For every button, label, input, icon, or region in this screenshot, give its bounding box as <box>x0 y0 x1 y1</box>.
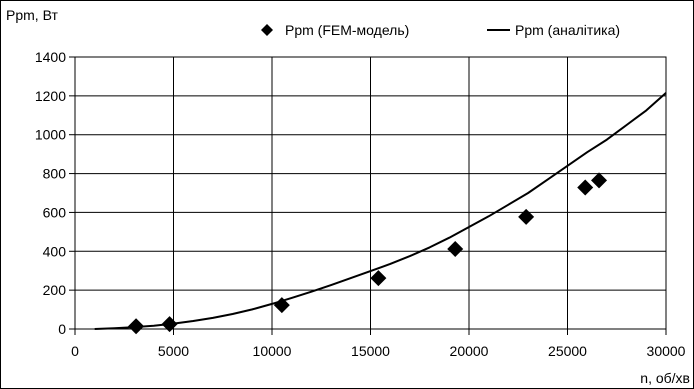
data-point-fem <box>518 208 535 225</box>
data-point-fem <box>447 240 464 257</box>
y-tick-label: 1000 <box>35 127 66 143</box>
y-tick-label: 0 <box>58 321 66 337</box>
x-tick-label: 5000 <box>158 343 189 359</box>
x-tick-label: 25000 <box>548 343 587 359</box>
y-axis-label: Ppm, Вт <box>6 7 58 23</box>
x-tick-label: 10000 <box>253 343 292 359</box>
x-tick-label: 20000 <box>450 343 489 359</box>
data-point-fem <box>370 270 387 287</box>
x-tick-label: 30000 <box>647 343 686 359</box>
series-line-analytic <box>94 92 667 330</box>
axis-ticks: 0 200 400 600 800 1000 1200 1400 0 5000 10000 15000… <box>35 49 686 359</box>
y-tick-label: 400 <box>43 243 67 259</box>
legend-marker-diamond <box>261 24 273 36</box>
x-tick-label: 0 <box>71 343 79 359</box>
y-tick-label: 600 <box>43 204 67 220</box>
legend-label-analytic: Ppm (аналітика) <box>515 22 620 38</box>
legend: Ppm (FEM-модель) Ppm (аналітика) <box>261 22 620 38</box>
y-tick-label: 800 <box>43 166 67 182</box>
x-axis-label: n, об/хв <box>640 370 690 386</box>
y-tick-label: 200 <box>43 282 67 298</box>
data-point-fem <box>577 179 594 196</box>
x-tick-label: 15000 <box>351 343 390 359</box>
y-tick-label: 1200 <box>35 88 66 104</box>
legend-label-fem: Ppm (FEM-модель) <box>285 22 409 38</box>
y-tick-label: 1400 <box>35 49 66 65</box>
series-layer <box>94 92 667 335</box>
data-point-fem <box>591 172 608 189</box>
